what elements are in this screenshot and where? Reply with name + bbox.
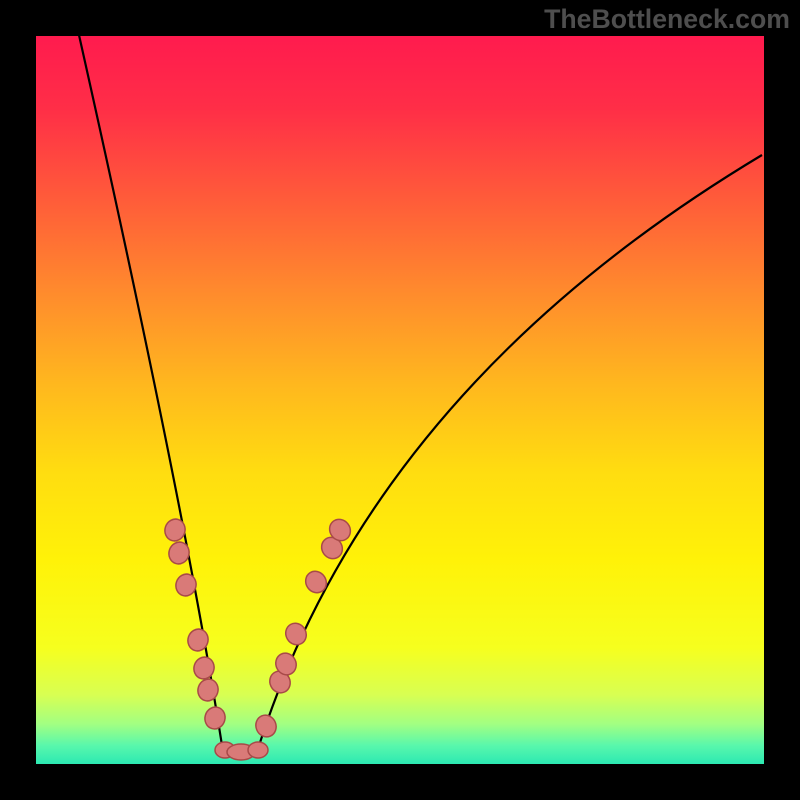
bottleneck-chart: TheBottleneck.com bbox=[0, 0, 800, 800]
chart-svg bbox=[0, 0, 800, 800]
watermark-text: TheBottleneck.com bbox=[544, 4, 790, 35]
gradient-background bbox=[36, 36, 764, 764]
curve-marker bbox=[248, 742, 268, 758]
